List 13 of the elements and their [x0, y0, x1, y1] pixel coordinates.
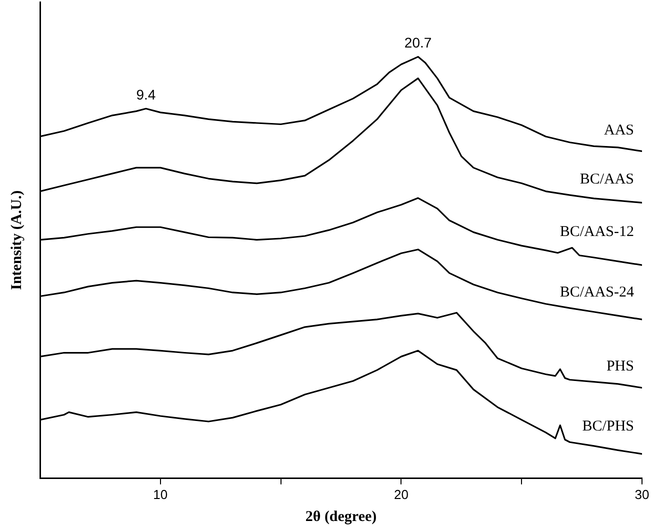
series-label: PHS [606, 358, 634, 374]
series-label: BC/PHS [582, 418, 634, 435]
annotation: 9.4 [136, 86, 156, 103]
x-tick-label: 20 [394, 486, 408, 502]
y-axis-title: Intensity (A.U.) [8, 190, 25, 290]
x-tick-label: 30 [634, 486, 650, 502]
annotation: 20.7 [404, 34, 432, 51]
x-axis-title: 2θ (degree) [305, 508, 377, 525]
series-label: AAS [604, 122, 634, 139]
x-tick-label: 10 [153, 486, 168, 502]
series-label: BC/AAS [580, 172, 634, 188]
series-label: BC/AAS-24 [560, 284, 634, 301]
series-label: BC/AAS-12 [560, 224, 634, 240]
